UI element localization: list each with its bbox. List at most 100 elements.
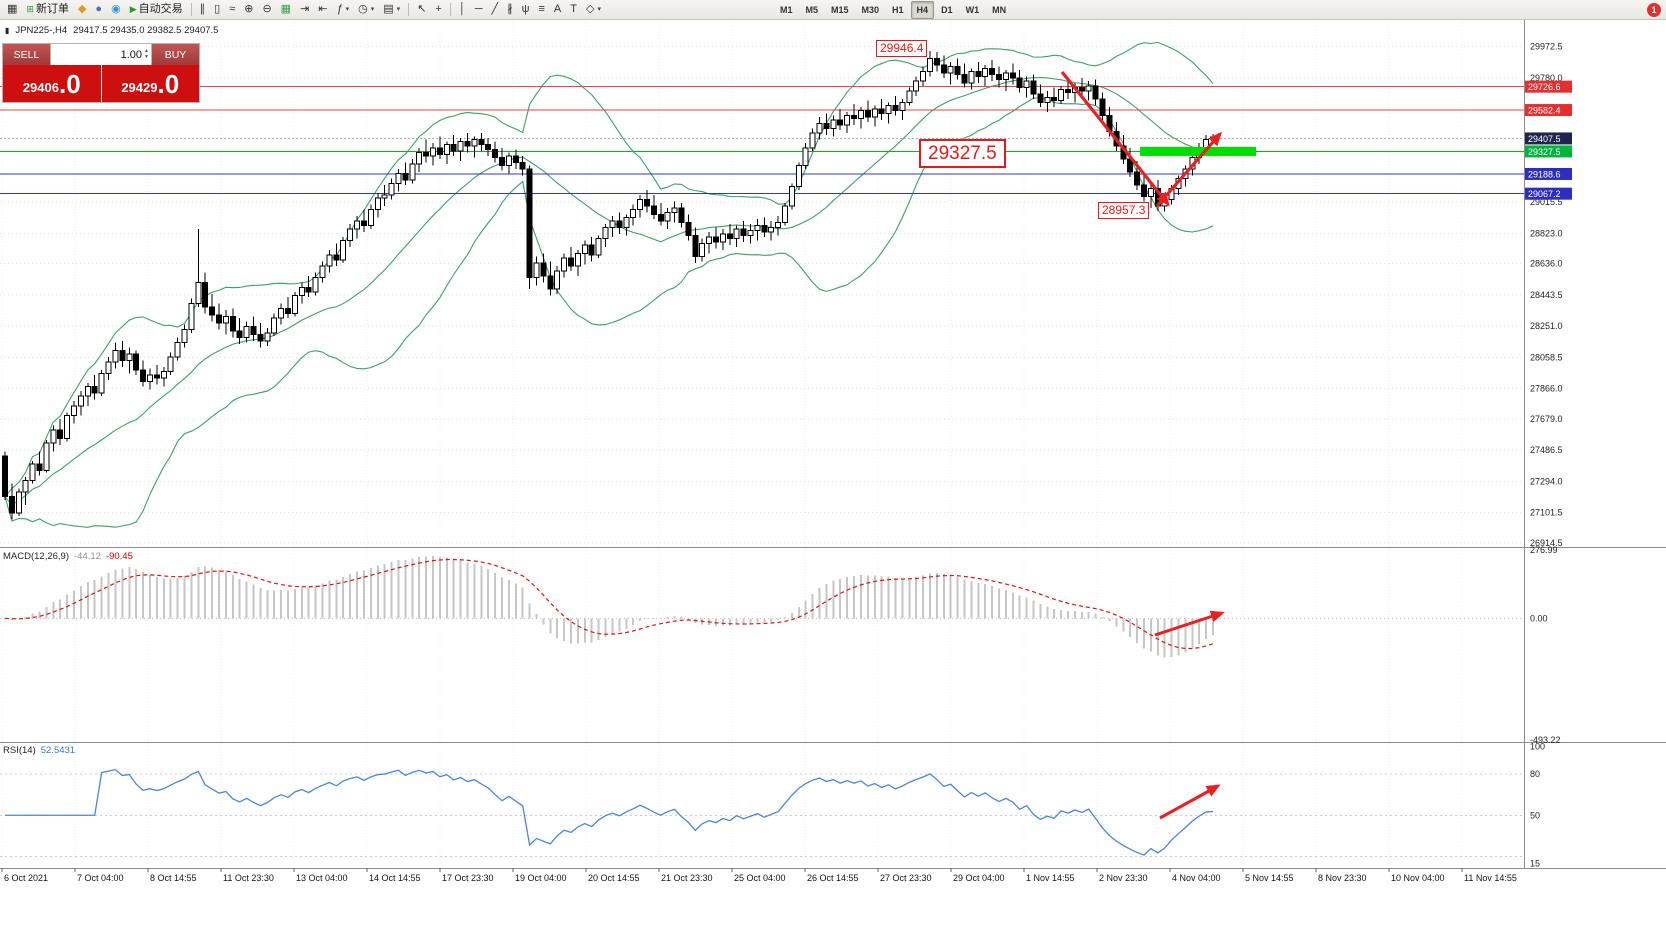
chevron-down-icon: ▾ (396, 6, 401, 13)
svg-text:27679.0: 27679.0 (1530, 414, 1563, 424)
svg-text:8 Oct 14:55: 8 Oct 14:55 (150, 873, 197, 883)
svg-text:100: 100 (1530, 742, 1545, 752)
sell-button[interactable]: SELL (3, 44, 50, 65)
symbol-label: JPN225-,H4 (15, 25, 68, 36)
timeframe-h4[interactable]: H4 (910, 0, 935, 19)
autotrade-button[interactable]: ▶ 自动交易 (126, 1, 187, 18)
timeframe-m15[interactable]: M15 (831, 4, 849, 15)
macd-label: MACD(12,26,9) -44.12 -90.45 (3, 551, 133, 562)
volume-steppers[interactable]: ▲ ▼ (144, 48, 149, 60)
svg-text:0.00: 0.00 (1530, 613, 1548, 623)
cursor-tool-button[interactable]: ↖ (417, 3, 427, 15)
crosshair-tool-button[interactable]: + (435, 3, 442, 15)
svg-text:-493.22: -493.22 (1530, 735, 1561, 745)
svg-text:29407.5: 29407.5 (1528, 134, 1561, 144)
zoom-out-button[interactable]: ⊖ (262, 3, 272, 15)
svg-text:26914.5: 26914.5 (1530, 538, 1563, 548)
line-chart-button[interactable]: ≈ (229, 3, 236, 15)
tile-windows-button[interactable]: ▦ (280, 3, 292, 15)
zoom-in-button[interactable]: ⊕ (244, 3, 254, 15)
trendline-tool[interactable]: ╱ (491, 3, 499, 15)
vertical-line-tool[interactable]: │ (458, 3, 466, 15)
macd-name: MACD(12,26,9) (3, 551, 69, 562)
chart-shift-button[interactable]: ⇤ (318, 3, 328, 15)
fibonacci-tool[interactable]: ≡ (538, 3, 545, 15)
volume-input[interactable] (86, 48, 143, 61)
shapes-tool[interactable]: ◇ ▾ (582, 1, 605, 18)
mql5-market-icon[interactable]: ◆ (77, 3, 87, 15)
auto-scroll-button[interactable]: ⇥ (300, 3, 310, 15)
price-chart-canvas[interactable]: 29972.5 29780.0 29015.5 28823.0 28636.0 28443… (0, 20, 1666, 888)
new-order-label: 新订单 (35, 3, 69, 15)
svg-text:6 Oct 2021: 6 Oct 2021 (4, 873, 48, 883)
svg-text:27294.0: 27294.0 (1530, 476, 1563, 486)
notification-badge[interactable]: 1 (1647, 3, 1661, 17)
svg-text:29015.5: 29015.5 (1530, 197, 1563, 207)
svg-text:27866.0: 27866.0 (1530, 384, 1563, 394)
candlestick-chart-button[interactable]: ▯ (214, 3, 221, 15)
svg-text:8 Nov 23:30: 8 Nov 23:30 (1318, 873, 1367, 883)
stepper-down-icon[interactable]: ▼ (144, 53, 149, 60)
timeframe-h1[interactable]: H1 (892, 4, 904, 15)
svg-text:29 Oct 04:00: 29 Oct 04:00 (953, 873, 1005, 883)
svg-text:29188.6: 29188.6 (1528, 169, 1561, 179)
indicators-button[interactable]: ƒ ▾ (333, 1, 354, 18)
chart-icon: ▮ (5, 26, 10, 35)
svg-text:28058.5: 28058.5 (1530, 352, 1563, 362)
svg-text:27 Oct 23:30: 27 Oct 23:30 (880, 873, 932, 883)
text-tool[interactable]: A (553, 3, 562, 15)
macd-main-value: -44.12 (74, 551, 101, 562)
level-price-annotation[interactable]: 29327.5 (919, 139, 1006, 168)
chart-window-icon[interactable]: ▦ (7, 3, 18, 15)
timeframe-mn[interactable]: MN (992, 4, 1007, 15)
chevron-down-icon: ▾ (370, 6, 375, 13)
horizontal-line-tool[interactable]: ─ (474, 3, 483, 15)
toolbar-separator (190, 3, 192, 16)
svg-text:10 Nov 04:00: 10 Nov 04:00 (1391, 873, 1445, 883)
rsi-name: RSI(14) (3, 745, 36, 756)
stepper-up-icon[interactable]: ▲ (144, 48, 149, 54)
svg-text:13 Oct 04:00: 13 Oct 04:00 (296, 873, 348, 883)
svg-text:80: 80 (1530, 769, 1540, 779)
buy-button[interactable]: BUY (152, 44, 199, 65)
svg-text:11 Nov 14:55: 11 Nov 14:55 (1464, 873, 1517, 883)
svg-text:25 Oct 04:00: 25 Oct 04:00 (734, 873, 786, 883)
volume-field: ▲ ▼ (50, 44, 152, 65)
templates-button[interactable]: ▤ ▾ (379, 1, 404, 18)
timeframe-m5[interactable]: M5 (805, 4, 818, 15)
timeframe-m30[interactable]: M30 (861, 4, 880, 15)
svg-text:14 Oct 14:55: 14 Oct 14:55 (369, 873, 421, 883)
channel-tool[interactable]: ∦ (507, 3, 513, 15)
autotrade-label: 自动交易 (138, 3, 183, 15)
new-order-icon: ⊞ (26, 4, 34, 14)
timeframe-w1[interactable]: W1 (965, 4, 980, 15)
sell-price[interactable]: 29406 .0 (3, 65, 101, 102)
pitchfork-tool[interactable]: ψ (521, 3, 530, 15)
toolbar-separator (408, 3, 410, 16)
indicators-icon: ƒ (336, 3, 343, 15)
shapes-icon: ◇ (585, 3, 595, 15)
svg-text:20 Oct 14:55: 20 Oct 14:55 (588, 873, 640, 883)
chart-area: 29972.5 29780.0 29015.5 28823.0 28636.0 28443… (0, 20, 1666, 940)
svg-text:29780.0: 29780.0 (1530, 73, 1563, 83)
new-order-button[interactable]: ⊞ 新订单 (22, 1, 73, 18)
buy-price[interactable]: 29429 .0 (100, 65, 199, 102)
svg-text:28251.0: 28251.0 (1530, 321, 1563, 331)
one-click-trade-panel: SELL ▲ ▼ BUY 29406 .0 29429 .0 (2, 43, 200, 103)
bar-chart-button[interactable]: ∥ (199, 3, 206, 15)
timeframe-m1[interactable]: M1 (779, 4, 793, 15)
community-icon[interactable]: ◉ (111, 3, 121, 15)
label-tool[interactable]: T (570, 3, 577, 15)
low-price-annotation[interactable]: 28957.3 (1098, 202, 1150, 219)
profile-icon[interactable]: ● (95, 3, 103, 15)
periods-button[interactable]: ◷ ▾ (354, 1, 378, 18)
peak-price-annotation[interactable]: 29946.4 (876, 40, 928, 57)
sell-price-decimal: .0 (58, 68, 81, 99)
toolbar-separator (449, 3, 451, 16)
timeframe-d1[interactable]: D1 (941, 4, 953, 15)
svg-text:1 Nov 14:55: 1 Nov 14:55 (1026, 873, 1075, 883)
rsi-value: 52.5431 (40, 745, 76, 756)
chevron-down-icon: ▾ (345, 6, 350, 13)
svg-text:29972.5: 29972.5 (1530, 42, 1563, 52)
rsi-label: RSI(14) 52.5431 (3, 745, 75, 756)
